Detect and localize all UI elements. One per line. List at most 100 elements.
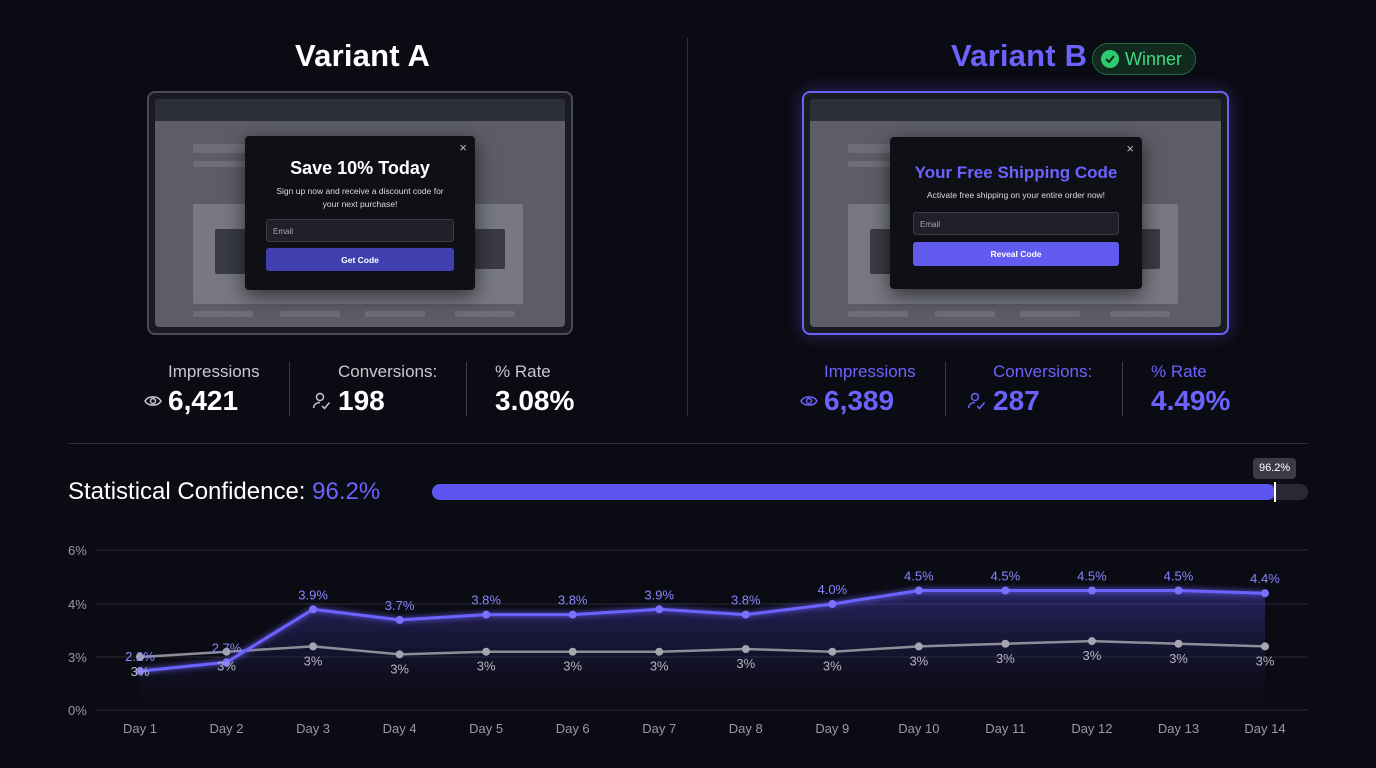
- series-b-point: [741, 610, 750, 619]
- series-b-data-label: 4.5%: [904, 569, 934, 584]
- x-tick-label: Day 5: [469, 721, 503, 736]
- series-a-data-label: 3%: [217, 659, 236, 674]
- series-a-point: [309, 642, 318, 651]
- series-a-point: [741, 645, 750, 654]
- rate-value: 4.49%: [1151, 385, 1231, 416]
- variant-a-title: Variant A: [295, 38, 431, 73]
- series-a-data-label: 3%: [909, 653, 928, 668]
- conversion-rate-chart: 0% 3% 4% 6% Day 1 Day 2 Day 3 Day 4 Day 5 Day 6 D…: [68, 543, 1308, 736]
- x-tick-label: Day 3: [296, 721, 330, 736]
- x-tick-label: Day 2: [210, 721, 244, 736]
- variant-a-impressions: Impressions 6,421: [144, 362, 260, 417]
- x-tick-label: Day 13: [1158, 721, 1199, 736]
- series-a-point: [568, 647, 577, 656]
- x-tick-label: Day 6: [556, 721, 590, 736]
- x-tick-label: Day 11: [985, 721, 1025, 736]
- confidence-bar: [432, 482, 1308, 502]
- reveal-code-button[interactable]: Reveal Code: [913, 242, 1119, 266]
- x-tick-label: Day 14: [1244, 721, 1285, 736]
- rate-label: % Rate: [1151, 362, 1207, 381]
- column-divider: [687, 38, 688, 416]
- series-a-point: [914, 642, 923, 651]
- rate-label: % Rate: [495, 362, 551, 381]
- series-b-point: [828, 600, 837, 608]
- rate-value: 3.08%: [495, 385, 575, 416]
- impressions-value: 6,421: [168, 385, 239, 416]
- series-a-point: [395, 650, 404, 659]
- series-b-data-label: 3.8%: [558, 593, 588, 608]
- close-icon[interactable]: ×: [459, 140, 467, 155]
- series-b-data-label: 4.0%: [817, 582, 847, 597]
- impressions-label: Impressions: [824, 362, 916, 381]
- series-a-data-label: 3%: [1256, 653, 1275, 668]
- popup-headline: Save 10% Today: [290, 158, 430, 178]
- series-b-point: [1087, 586, 1096, 595]
- variant-b-impressions: Impressions 6,389: [800, 362, 916, 417]
- series-a-data-label: 3%: [304, 653, 323, 668]
- variant-a-popup: × Save 10% Today Sign up now and receive…: [245, 136, 475, 290]
- series-a-point: [1174, 639, 1183, 648]
- check-circle-icon: [1101, 50, 1119, 68]
- stat-divider: [1122, 362, 1123, 416]
- series-b-data-label: 2.2%: [125, 649, 155, 664]
- series-a-data-label: 3%: [650, 659, 669, 674]
- series-b-data-label: 2.7%: [212, 640, 242, 655]
- series-a-point: [828, 647, 837, 656]
- stat-divider: [945, 362, 946, 416]
- series-b-data-label: 3.8%: [731, 593, 761, 608]
- series-b-point: [1261, 589, 1269, 598]
- x-tick-label: Day 7: [642, 721, 676, 736]
- series-a-data-label: 3%: [996, 651, 1015, 666]
- close-icon[interactable]: ×: [1126, 141, 1134, 156]
- series-b-data-label: 4.4%: [1250, 571, 1280, 586]
- variant-b-rate: % Rate 4.49%: [1151, 362, 1230, 417]
- y-tick-label: 4%: [68, 597, 87, 612]
- variant-a-rate: % Rate 3.08%: [495, 362, 574, 417]
- impressions-label: Impressions: [168, 362, 260, 381]
- series-b-data-label: 3.9%: [644, 587, 674, 602]
- variant-b-title: Variant B: [951, 38, 1088, 73]
- series-b-point: [309, 605, 318, 614]
- eye-icon: [144, 396, 162, 406]
- variant-b-conversions: Conversions: 287: [967, 362, 1093, 417]
- series-b-point: [655, 605, 664, 614]
- popup-headline: Your Free Shipping Code: [914, 163, 1118, 182]
- series-b-data-label: 4.5%: [1077, 569, 1107, 584]
- variant-a-conversions: Conversions: 198: [312, 362, 437, 417]
- series-a-data-label: 3%: [1169, 651, 1188, 666]
- series-b-point: [482, 610, 491, 619]
- series-b-point: [395, 615, 404, 624]
- confidence-label: Statistical Confidence: 96.2%: [68, 478, 380, 506]
- series-b-point: [222, 658, 231, 667]
- winner-label: Winner: [1125, 48, 1183, 69]
- x-tick-label: Day 12: [1071, 721, 1112, 736]
- confidence-value: 96.2%: [312, 478, 381, 505]
- email-field[interactable]: Email: [913, 212, 1119, 235]
- confidence-label-text: Statistical Confidence:: [68, 478, 306, 505]
- series-b-point: [914, 586, 923, 595]
- y-tick-label: 0%: [68, 703, 87, 718]
- confidence-marker: [1274, 482, 1276, 502]
- series-b-data-label: 3.7%: [385, 598, 415, 613]
- series-a-data-label: 3%: [563, 659, 582, 674]
- series-a-point: [655, 647, 664, 656]
- popup-subtext: Sign up now and receive a discount code …: [276, 186, 444, 209]
- series-a-data-label: 3%: [823, 659, 842, 674]
- x-tick-label: Day 4: [383, 721, 417, 736]
- series-b-point: [568, 610, 577, 619]
- series-a-data-label: 3%: [131, 664, 150, 679]
- series-b-data-label: 3.8%: [471, 593, 501, 608]
- series-a-data-label: 3%: [390, 661, 409, 676]
- section-divider: [68, 443, 1308, 444]
- series-a-point: [222, 647, 231, 656]
- stat-divider: [289, 362, 290, 416]
- get-code-button[interactable]: Get Code: [266, 248, 454, 271]
- email-field[interactable]: Email: [266, 219, 454, 242]
- series-a-point: [136, 653, 144, 661]
- series-a-line: [139, 639, 1266, 659]
- series-b-point: [1174, 586, 1183, 595]
- stat-divider: [466, 362, 467, 416]
- series-a-data-label: 3%: [1083, 648, 1102, 663]
- conversions-label: Conversions:: [993, 362, 1093, 381]
- series-a-data-label: 3%: [477, 659, 496, 674]
